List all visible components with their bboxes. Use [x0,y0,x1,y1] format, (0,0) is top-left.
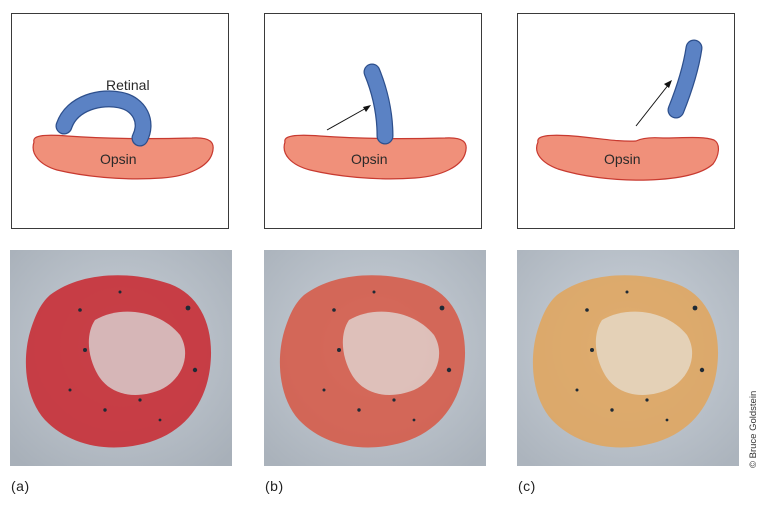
photo-credit: © Bruce Goldstein [748,390,759,468]
opsin-shape [32,134,214,180]
caption-a: (a) [11,478,30,494]
retina-photo-b [264,250,486,466]
movement-arrow [635,80,672,127]
caption-b: (b) [265,478,284,494]
opsin-shape [536,134,719,181]
diagram-panel-c: Opsin [517,13,735,229]
retinal-opsin-diagram-c: Opsin [536,39,719,181]
retinal-label: Retinal [106,77,150,93]
opsin-label: Opsin [604,151,641,167]
movement-arrow [326,105,371,131]
retina-photo-c [517,250,739,466]
retinal-opsin-diagram-a: Retinal Opsin [32,77,214,180]
diagram-panel-b: Opsin [264,13,482,229]
opsin-label: Opsin [351,151,388,167]
caption-c: (c) [518,478,536,494]
diagram-panel-a: Retinal Opsin [11,13,229,229]
retinal-opsin-diagram-b: Opsin [283,63,467,180]
opsin-shape [283,134,467,180]
opsin-label: Opsin [100,151,137,167]
retina-photo-a [10,250,232,466]
